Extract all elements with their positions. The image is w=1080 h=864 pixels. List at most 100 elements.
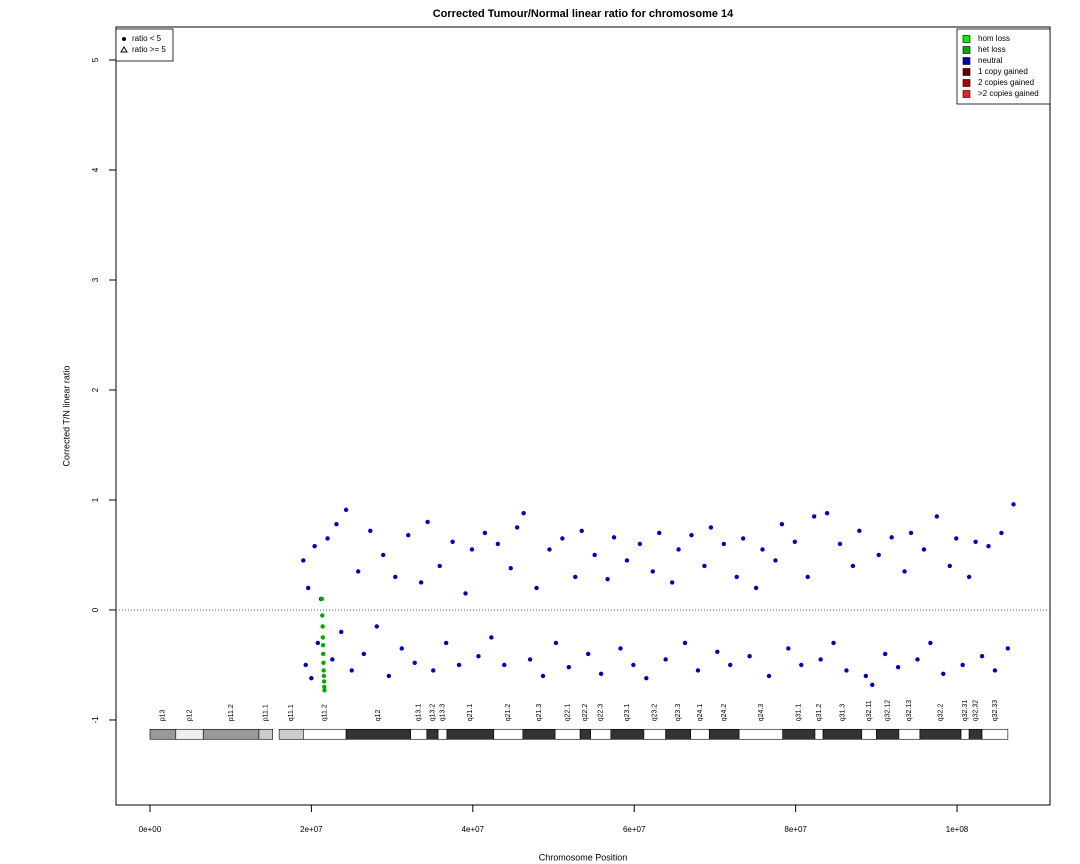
data-point — [431, 668, 436, 673]
band-label: q13.3 — [439, 704, 446, 722]
legend-swatch — [962, 79, 971, 87]
legend-label: >2 copies gained — [978, 89, 1039, 98]
data-point — [418, 580, 424, 585]
data-point — [321, 673, 327, 679]
data-point — [330, 657, 335, 662]
chromosome-band — [782, 728, 816, 740]
data-point — [489, 635, 494, 640]
chromosome-band — [426, 728, 439, 740]
data-point — [482, 530, 488, 536]
data-point — [702, 563, 707, 569]
data-point — [322, 684, 327, 690]
y-tick-label: 4 — [91, 167, 100, 172]
data-point — [695, 668, 701, 673]
data-point — [811, 514, 817, 519]
data-point — [805, 574, 810, 580]
band-label: q24.2 — [721, 704, 728, 722]
chart-title: Corrected Tumour/Normal linear ratio for… — [433, 8, 734, 20]
band-label: q22.2 — [582, 704, 589, 722]
data-point — [902, 569, 907, 574]
data-point — [592, 552, 597, 558]
data-point — [870, 682, 875, 687]
y-tick-label: 0 — [91, 607, 100, 612]
data-point — [386, 673, 392, 679]
data-point — [728, 662, 733, 668]
chromosome-band — [175, 728, 204, 740]
data-point — [339, 629, 344, 635]
legend-swatch — [962, 35, 971, 43]
data-point — [773, 558, 778, 563]
data-point — [374, 624, 379, 629]
legend-swatch — [962, 68, 971, 76]
data-point — [734, 574, 739, 580]
band-label: q24.1 — [697, 704, 704, 722]
legend-symbol — [122, 37, 126, 41]
data-point — [343, 507, 349, 513]
chromosome-band — [579, 728, 591, 740]
data-point — [895, 664, 901, 670]
data-point — [334, 521, 339, 527]
data-point — [966, 574, 972, 580]
chromosome-band — [493, 728, 524, 740]
legend-box — [956, 28, 1051, 105]
chromosome-band — [708, 728, 740, 740]
data-point — [527, 657, 533, 662]
chromosome-band — [610, 728, 645, 740]
chromosome-band — [522, 728, 556, 740]
data-point — [312, 543, 317, 549]
data-point — [928, 640, 933, 646]
data-point — [319, 596, 325, 602]
data-point — [321, 668, 326, 673]
x-axis-label: Chromosome Position — [539, 852, 628, 862]
data-point — [644, 675, 649, 681]
x-tick-label: 4e+07 — [462, 825, 485, 834]
data-point — [508, 565, 513, 571]
data-point — [320, 635, 326, 640]
chromosome-band — [410, 728, 428, 740]
data-point — [934, 514, 940, 519]
chromosome-band — [446, 728, 495, 740]
band-label: q21.2 — [505, 704, 512, 722]
legend-label: hom loss — [978, 34, 1010, 43]
legend-label: 1 copy gained — [978, 67, 1028, 76]
data-point — [999, 530, 1004, 536]
legend-label: 2 copies gained — [978, 78, 1034, 87]
data-point — [320, 642, 326, 648]
data-point — [921, 547, 927, 552]
data-point — [624, 558, 630, 563]
band-label: p11.1 — [263, 704, 270, 721]
data-point — [399, 646, 404, 651]
data-point — [502, 662, 507, 668]
y-tick-label: 2 — [91, 387, 100, 392]
data-point — [437, 563, 442, 569]
data-point — [863, 673, 869, 679]
legend-swatch — [962, 57, 971, 65]
data-point — [715, 649, 720, 654]
data-point — [320, 613, 325, 618]
x-tick-label: 6e+07 — [623, 825, 646, 834]
data-point — [303, 662, 308, 668]
chromosome-band — [814, 728, 824, 740]
legend-swatch — [962, 90, 971, 98]
chromosome-band — [149, 728, 177, 740]
band-label: q22.3 — [598, 704, 605, 722]
data-point — [747, 653, 752, 659]
data-point — [469, 547, 475, 552]
data-point — [740, 536, 746, 541]
data-point — [831, 640, 836, 646]
band-label: q32.2 — [937, 704, 944, 722]
data-point — [393, 574, 398, 580]
data-point — [844, 668, 849, 673]
band-label: q23.3 — [675, 704, 682, 722]
data-point — [876, 552, 881, 558]
data-point — [657, 530, 662, 536]
data-point — [553, 640, 559, 646]
data-point — [495, 541, 501, 547]
data-point — [682, 640, 688, 646]
y-axis-label: Corrected T/N linear ratio — [61, 366, 71, 467]
data-point — [915, 657, 920, 662]
data-point — [941, 671, 946, 676]
data-point — [573, 574, 578, 580]
data-point — [1011, 502, 1016, 507]
